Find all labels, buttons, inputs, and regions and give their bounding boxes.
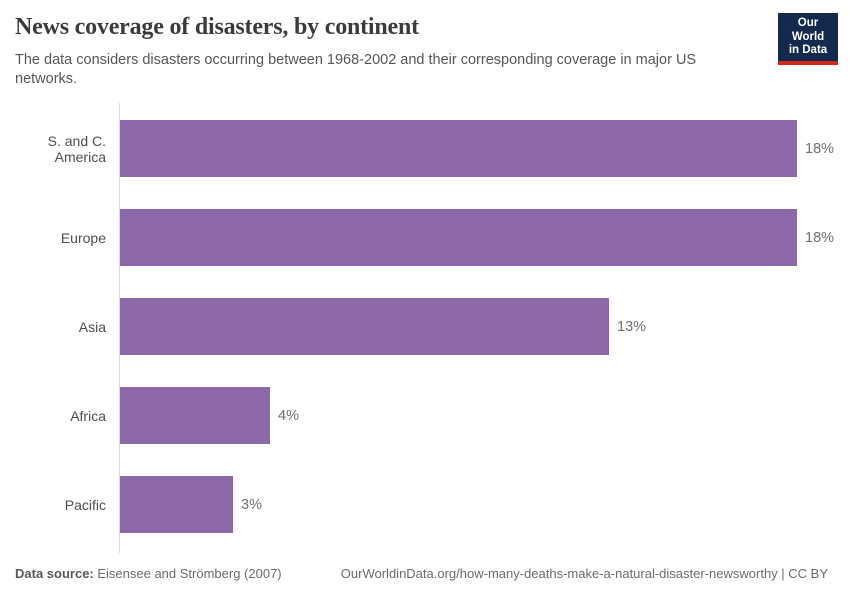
bar-row: Pacific 3% <box>0 476 850 533</box>
value-label: 4% <box>278 407 299 424</box>
page-title: News coverage of disasters, by continent <box>15 14 419 40</box>
category-label: Europe <box>60 229 106 246</box>
category-label: Asia <box>78 318 106 335</box>
bar[interactable] <box>120 387 270 444</box>
data-source-label: Data source: <box>15 566 94 581</box>
category-label: Pacific <box>64 496 106 513</box>
bar[interactable] <box>120 476 233 533</box>
value-label: 18% <box>805 140 835 157</box>
y-axis-line <box>119 103 120 553</box>
owid-logo: Our World in Data <box>778 13 838 65</box>
plot-area: S. and C. America 18% Europe 18% Asia 13% Afri… <box>0 103 850 555</box>
attribution-text: OurWorldinData.org/how-many-deaths-make-… <box>340 566 828 581</box>
owid-logo-line1: Our World <box>791 17 825 43</box>
value-label: 13% <box>617 318 647 335</box>
bar-row: Asia 13% <box>0 298 850 355</box>
category-label: Africa <box>70 407 106 424</box>
value-label: 3% <box>241 496 262 513</box>
data-source: Data source: Eisensee and Strömberg (200… <box>15 566 282 581</box>
bar-row: S. and C. America 18% <box>0 120 850 177</box>
bar-track: 18% <box>120 209 850 266</box>
owid-logo-line2: in Data <box>788 44 828 57</box>
value-label: 18% <box>805 229 835 246</box>
bar-row: Europe 18% <box>0 209 850 266</box>
data-source-value: Eisensee and Strömberg (2007) <box>93 566 282 581</box>
bar[interactable] <box>120 209 797 266</box>
bar[interactable] <box>120 298 609 355</box>
bar-track: 3% <box>120 476 850 533</box>
bar[interactable] <box>120 120 797 177</box>
bar-track: 13% <box>120 298 850 355</box>
footer: Data source: Eisensee and Strömberg (200… <box>15 566 828 581</box>
bar-row: Africa 4% <box>0 387 850 444</box>
bar-track: 4% <box>120 387 850 444</box>
bar-track: 18% <box>120 120 850 177</box>
category-label: S. and C. America <box>47 132 106 165</box>
page-subtitle: The data considers disasters occurring b… <box>15 52 697 88</box>
